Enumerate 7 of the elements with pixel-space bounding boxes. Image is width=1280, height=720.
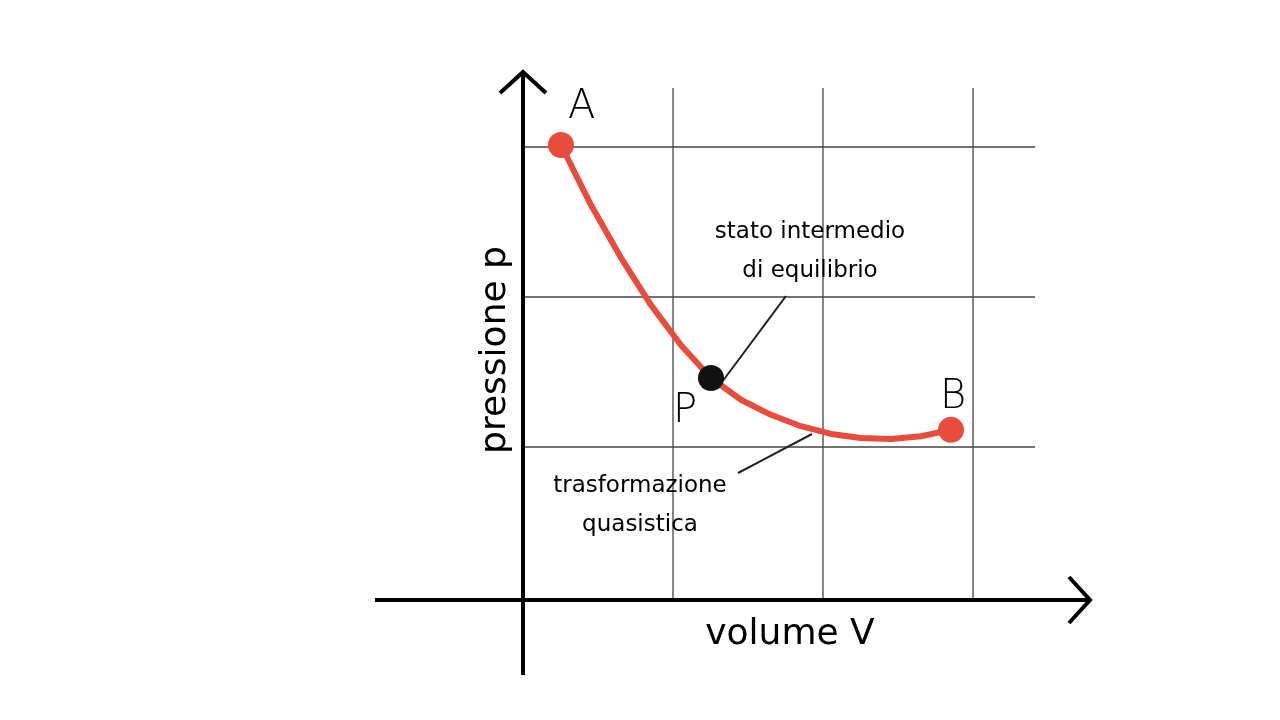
text: A — [568, 81, 596, 127]
annotation: stato intermedio di equilibrio — [714, 217, 906, 283]
annotation: P — [673, 385, 698, 431]
x-axis-title: volume V — [705, 611, 876, 652]
y-axis-title: pressione p — [472, 246, 513, 454]
annotation: trasformazione quasistica — [553, 471, 727, 537]
annotation: B — [940, 371, 967, 417]
